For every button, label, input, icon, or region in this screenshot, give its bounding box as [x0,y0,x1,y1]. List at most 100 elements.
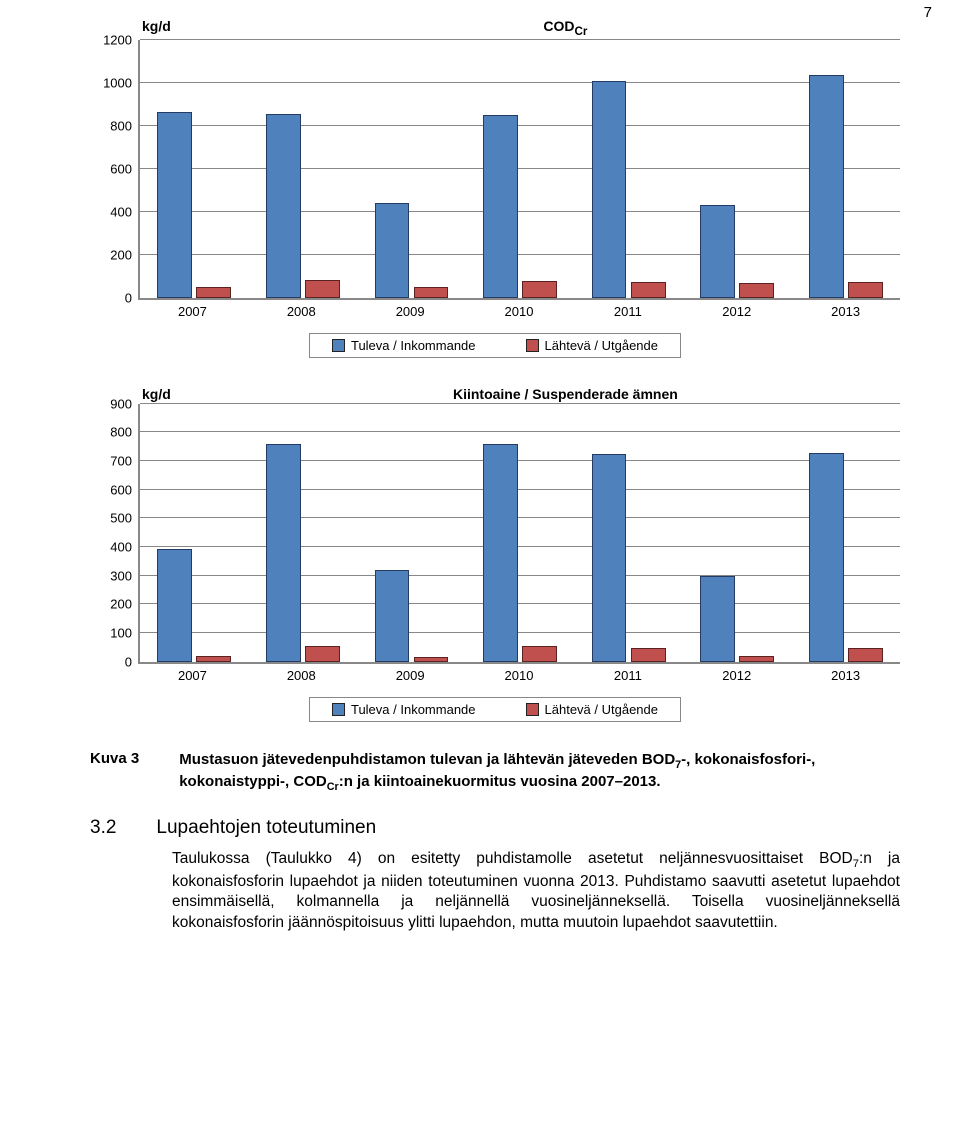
xlabel: 2012 [682,664,791,683]
ytick: 400 [110,204,132,219]
bar [809,453,844,662]
bar [375,203,410,298]
section-heading: 3.2 Lupaehtojen toteutuminen [90,817,900,839]
chart1-legend: Tuleva / Inkommande Lähtevä / Utgående [309,333,681,358]
ytick: 600 [110,161,132,176]
legend-label: Lähtevä / Utgående [545,702,658,717]
legend-swatch [526,703,539,716]
bar [631,648,666,662]
xlabel: 2009 [356,664,465,683]
bars-layer [140,40,900,298]
bar [305,646,340,662]
ytick: 1200 [103,32,132,47]
caption-text: Mustasuon jätevedenpuhdistamon tulevan j… [179,750,900,795]
category-cell [249,40,358,298]
bar [522,646,557,662]
bar [631,282,666,297]
section-title: Lupaehtojen toteutuminen [156,817,376,839]
chart-codcr: kg/d CODCr 020040060080010001200 2007200… [90,18,900,358]
category-cell [357,40,466,298]
ytick: 900 [110,396,132,411]
figure-caption: Kuva 3 Mustasuon jätevedenpuhdistamon tu… [90,750,900,795]
bar [266,114,301,298]
ytick: 0 [125,654,132,669]
bar [522,281,557,298]
xlabel: 2008 [247,300,356,319]
ytick: 0 [125,290,132,305]
category-cell [683,40,792,298]
category-cell [466,40,575,298]
category-cell [249,404,358,662]
ytick: 200 [110,597,132,612]
ytick: 700 [110,454,132,469]
bars-layer [140,404,900,662]
xlabel: 2012 [682,300,791,319]
bar [414,287,449,298]
category-cell [791,40,900,298]
page-number: 7 [924,4,932,21]
legend-label: Tuleva / Inkommande [351,338,476,353]
bar [739,283,774,298]
ytick: 800 [110,425,132,440]
category-cell [466,404,575,662]
ytick: 600 [110,482,132,497]
xlabel: 2007 [138,300,247,319]
chart1-xlabels: 2007200820092010201120122013 [138,300,900,319]
category-cell [574,40,683,298]
category-cell [791,404,900,662]
chart2-xlabels: 2007200820092010201120122013 [138,664,900,683]
ytick: 100 [110,626,132,641]
xlabel: 2011 [573,300,682,319]
chart1-plot [138,40,900,300]
bar [483,115,518,298]
chart2-title: Kiintoaine / Suspenderade ämnen [231,386,900,402]
bar [700,576,735,662]
xlabel: 2008 [247,664,356,683]
bar [157,112,192,298]
bar [375,570,410,662]
bar [739,656,774,662]
bar [414,657,449,662]
bar [848,648,883,662]
bar [848,282,883,297]
bar [196,656,231,662]
chart1-yticks: 020040060080010001200 [90,40,138,298]
legend-item: Lähtevä / Utgående [526,338,658,353]
chart2-yticks: 0100200300400500600700800900 [90,404,138,662]
xlabel: 2010 [465,664,574,683]
category-cell [574,404,683,662]
bar [483,444,518,662]
xlabel: 2009 [356,300,465,319]
bar [592,81,627,298]
ytick: 800 [110,118,132,133]
xlabel: 2013 [791,300,900,319]
chart2-plot [138,404,900,664]
category-cell [140,404,249,662]
legend-swatch [526,339,539,352]
xlabel: 2010 [465,300,574,319]
xlabel: 2013 [791,664,900,683]
bar [809,75,844,298]
xlabel: 2007 [138,664,247,683]
legend-swatch [332,703,345,716]
bar [157,549,192,662]
chart2-ylabel: kg/d [142,386,171,402]
caption-label: Kuva 3 [90,750,139,795]
legend-label: Tuleva / Inkommande [351,702,476,717]
bar [196,287,231,298]
chart-kiintoaine: kg/d Kiintoaine / Suspenderade ämnen 0 10… [90,386,900,722]
ytick: 400 [110,540,132,555]
ytick: 300 [110,568,132,583]
bar [266,444,301,662]
legend-label: Lähtevä / Utgående [545,338,658,353]
bar [700,205,735,297]
chart1-title: CODCr [231,18,900,38]
bar [592,454,627,662]
xlabel: 2011 [573,664,682,683]
category-cell [683,404,792,662]
legend-item: Tuleva / Inkommande [332,338,476,353]
section-paragraph: Taulukossa (Taulukko 4) on esitetty puhd… [172,849,900,933]
chart1-ylabel: kg/d [142,18,171,34]
category-cell [140,40,249,298]
chart2-legend: Tuleva / Inkommande Lähtevä / Utgående [309,697,681,722]
